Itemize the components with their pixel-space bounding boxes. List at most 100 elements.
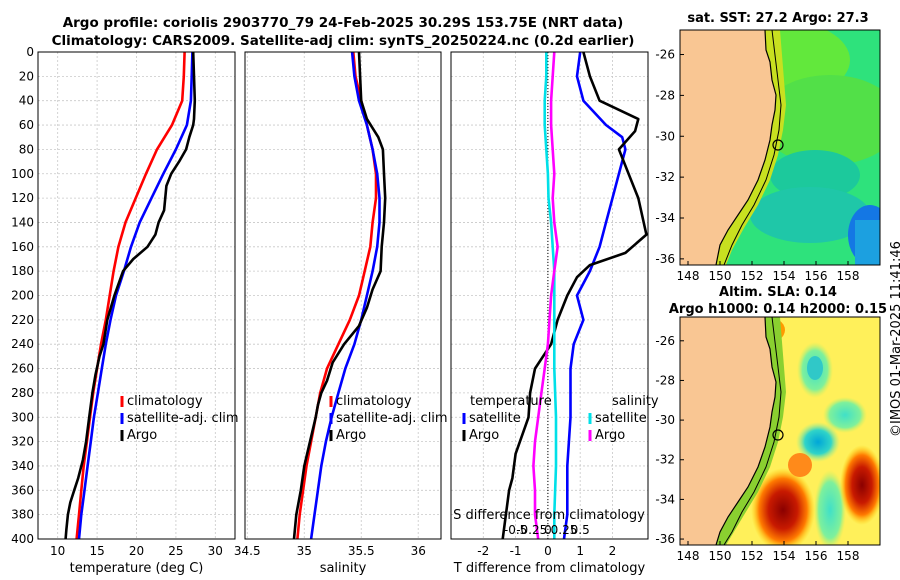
series-line-satellite-adj-clim [77,52,194,539]
sst-profile-marker [772,139,784,151]
x-tick-label: 35 [297,544,312,558]
x-axis-label: T difference from climatology [453,561,646,576]
imos-timestamp: ©IMOS 01-Mar-2025 11:41:46 [889,241,900,437]
y-tick-label: 320 [11,435,34,449]
sst-shelf-contour [723,30,782,265]
map-x-tick-label: 158 [837,549,860,563]
sla-shelf-contour [723,317,782,545]
axes-frame [244,51,442,540]
x-tick-label: 0 [544,544,552,558]
y-tick-label: 160 [11,240,34,254]
legend-argo-label: Argo [336,428,366,443]
y-tick-label: 220 [11,313,34,327]
map-x-tick-label: 154 [773,549,796,563]
x-tick-label: 10 [50,544,65,558]
sla-blue-eddy [807,356,823,380]
series-line-s-satellite [543,52,558,539]
sla-map [680,317,880,545]
series-line-argo [292,52,387,539]
y-tick-label: 360 [11,483,34,497]
y-tick-label: 140 [11,215,34,229]
map-x-tick-label: 152 [741,269,764,283]
sst-coastline [715,30,777,265]
legend-satellite-adj-clim-label: satellite-adj. clim [336,411,448,426]
x-tick-label: 2 [609,544,617,558]
s-tick-label: 0.5 [571,523,590,537]
axes-frame [450,51,649,540]
sla-map-title-line1: Altim. SLA: 0.14 [719,285,837,300]
x-tick-label: 30 [208,544,223,558]
temperature-panel: 10 15 20 25 30 temperature (deg C) 0 20 40 60 80 10… [11,45,239,576]
s-tick-label: 0 [544,523,552,537]
s-difference-label: S difference from climatology [453,508,645,523]
y-tick-label: 240 [11,337,34,351]
x-tick-label: 20 [129,544,144,558]
map-x-tick-label: 148 [677,269,700,283]
x-tick-label: 25 [168,544,183,558]
sla-profile-marker [772,429,784,441]
x-tick-label: -2 [477,544,489,558]
s-tick-label: 0.25 [551,523,578,537]
map-y-tick-label: -28 [655,88,675,102]
sla-red-eddy [788,453,812,477]
map-y-tick-label: -28 [655,373,675,387]
y-tick-label: 300 [11,410,34,424]
legend-t-satellite-label: satellite [469,411,521,426]
y-tick-label: 340 [11,459,34,473]
series-line-argo [64,52,197,539]
map-x-tick-label: 156 [805,269,828,283]
legend-s-argo-label: Argo [595,428,625,443]
sla-coastline [715,317,777,545]
map-y-tick-label: -26 [655,334,675,348]
series-line-t-argo [501,52,648,539]
map-y-tick-label: -36 [655,532,675,546]
sst-cool-patch [855,220,880,265]
sst-map-title: sat. SST: 27.2 Argo: 27.3 [687,11,868,26]
x-tick-label: -1 [510,544,522,558]
y-tick-label: 80 [19,142,34,156]
sla-coast-strip [716,317,786,545]
y-tick-label: 120 [11,191,34,205]
sla-green-eddy [823,397,867,433]
x-axis-label: temperature (deg C) [70,561,204,576]
x-tick-label: 34.5 [234,544,261,558]
sla-red-eddy [840,445,880,525]
map-x-tick-label: 150 [709,269,732,283]
y-tick-label: 280 [11,386,34,400]
sla-land [680,317,776,545]
sst-land [680,30,776,265]
sla-map-axes: 148 150 152 154 156 158 -26 -28 -30 -32 -34 -36 [655,334,859,563]
x-axis-label: salinity [320,561,367,576]
map-y-tick-label: -32 [655,453,675,467]
figure-title-line1: Argo profile: coriolis 2903770_79 24-Feb… [63,15,624,31]
map-x-tick-label: 152 [741,549,764,563]
sla-blue-eddy [796,422,840,462]
sst-coast-strip [716,30,786,265]
map-x-tick-label: 154 [773,269,796,283]
y-tick-label: 400 [11,532,34,546]
map-y-tick-label: -34 [655,492,675,506]
y-tick-label: 260 [11,362,34,376]
s-tick-label: -0.5 [504,523,527,537]
x-tick-label: 36 [411,544,426,558]
legend-climatology-label: climatology [127,394,203,409]
map-y-tick-label: -30 [655,129,675,143]
series-line-t-satellite [562,52,627,539]
map-y-tick-label: -32 [655,170,675,184]
sla-map-frame [679,316,881,546]
legend-satellite-adj-clim-label: satellite-adj. clim [127,411,239,426]
y-tick-label: 100 [11,167,34,181]
map-x-tick-label: 156 [805,549,828,563]
map-y-tick-label: -36 [655,252,675,266]
sla-map-title-line2: Argo h1000: 0.14 h2000: 0.15 [669,302,887,317]
map-y-tick-label: -26 [655,48,675,62]
salinity-panel: 34.5 35 35.5 36 salinity climatology satellite… [234,51,448,576]
sla-green-eddy [814,470,846,545]
map-y-tick-label: -30 [655,413,675,427]
map-x-tick-label: 148 [677,549,700,563]
sst-cool-patch [770,150,860,200]
axes-frame [37,51,236,540]
y-tick-label: 60 [19,118,34,132]
sst-map [680,30,880,265]
